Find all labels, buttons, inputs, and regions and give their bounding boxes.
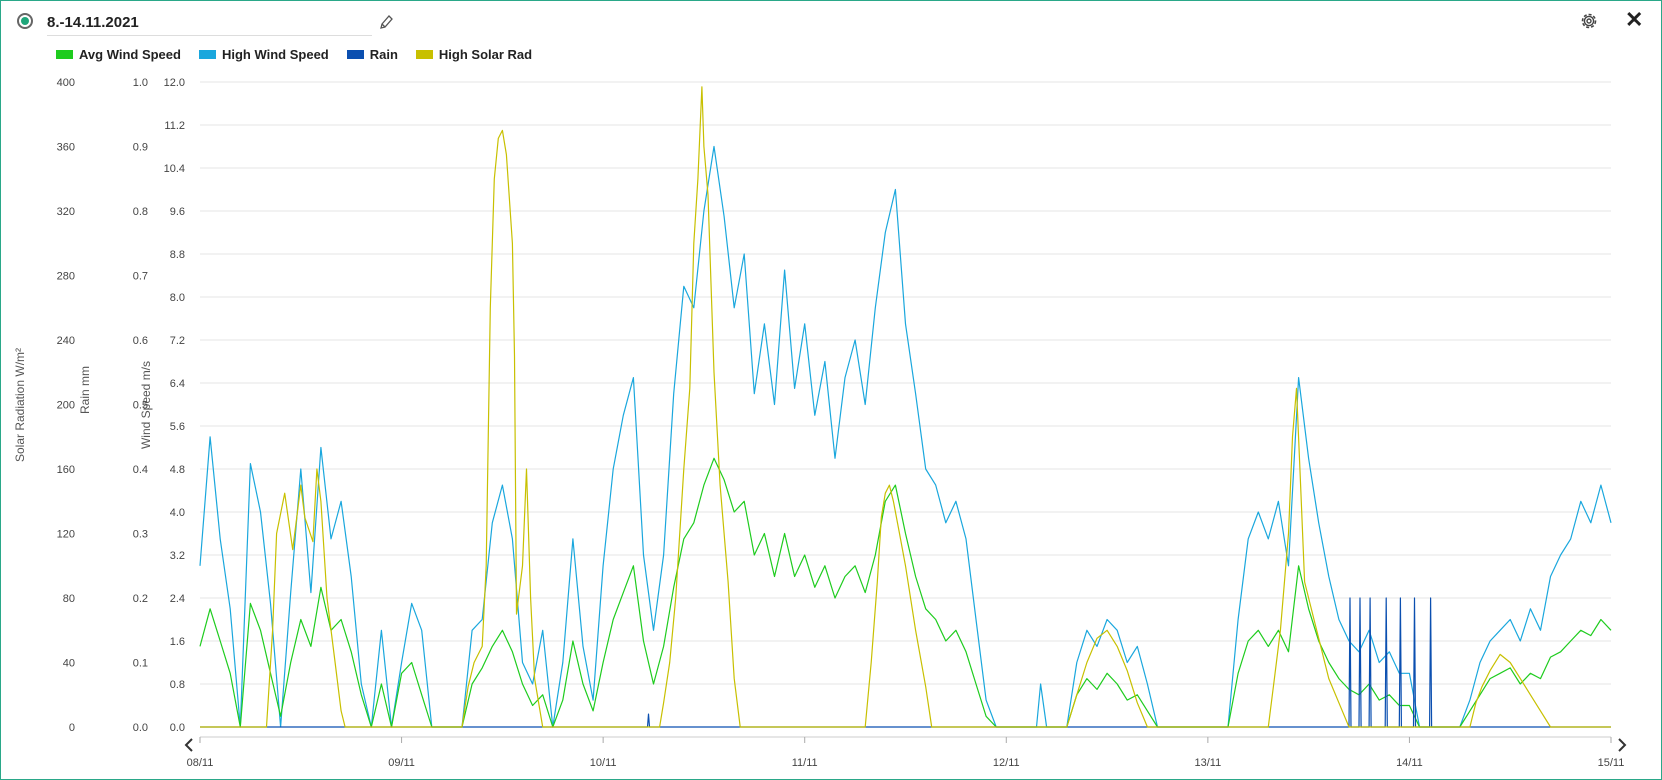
- rain-tick-label: 0.0: [133, 722, 148, 734]
- wind-tick-label: 9.6: [170, 206, 185, 218]
- solar-tick-label: 240: [57, 335, 75, 347]
- legend-label: Avg Wind Speed: [79, 47, 181, 62]
- solar-tick-label: 400: [57, 77, 75, 89]
- scroll-left-icon[interactable]: [184, 738, 193, 752]
- legend-swatch: [198, 50, 216, 59]
- wind-tick-label: 0.0: [170, 722, 185, 734]
- wind-axis-label: Wind Speed m/s: [139, 361, 153, 449]
- rain-tick-label: 0.1: [133, 658, 148, 670]
- solar-tick-label: 120: [57, 529, 75, 541]
- rain-tick-label: 0.8: [133, 206, 148, 218]
- grid-lines: [200, 81, 1611, 728]
- x-tick-label: 09/11: [388, 757, 415, 769]
- solar-tick-label: 320: [57, 206, 75, 218]
- chart-header: 8.-14.11.2021 ✕: [0, 0, 1662, 44]
- legend-swatch: [415, 50, 433, 59]
- wind-tick-label: 4.8: [170, 464, 185, 476]
- wind-tick-label: 4.0: [170, 507, 185, 519]
- legend-label: High Wind Speed: [221, 47, 329, 62]
- wind-tick-label: 6.4: [170, 378, 185, 390]
- pencil-icon[interactable]: [378, 14, 394, 32]
- solar-axis: 0 40 80 120 160 200 240 280 320 360 400: [57, 77, 75, 734]
- legend-item-avg-wind[interactable]: Avg Wind Speed: [56, 47, 181, 62]
- scroll-right-icon[interactable]: [1618, 738, 1627, 752]
- legend-item-high-wind[interactable]: High Wind Speed: [198, 47, 329, 62]
- rain-tick-label: 0.3: [133, 529, 148, 541]
- rain-tick-label: 0.4: [133, 464, 148, 476]
- solar-tick-label: 0: [69, 722, 75, 734]
- wind-tick-label: 8.8: [170, 249, 185, 261]
- series-layer: [199, 86, 1612, 728]
- solar-axis-label: Solar Radiation W/m²: [13, 348, 27, 462]
- legend-item-solar[interactable]: High Solar Rad: [415, 47, 533, 62]
- gear-icon[interactable]: [1579, 11, 1599, 31]
- wind-tick-label: 8.0: [170, 292, 185, 304]
- rain-tick-label: 0.7: [133, 271, 148, 283]
- solar-tick-label: 80: [63, 593, 75, 605]
- wind-tick-label: 3.2: [170, 550, 185, 562]
- legend-label: High Solar Rad: [438, 47, 533, 62]
- x-tick-label: 15/11: [1598, 757, 1625, 769]
- legend-item-rain[interactable]: Rain: [346, 47, 398, 62]
- rain-tick-label: 0.9: [133, 142, 148, 154]
- wind-tick-label: 11.2: [164, 120, 185, 132]
- solar-tick-label: 200: [57, 400, 75, 412]
- wind-tick-label: 5.6: [170, 421, 185, 433]
- x-tick-label: 08/11: [187, 757, 214, 769]
- x-tick-label: 12/11: [993, 757, 1020, 769]
- date-range-title: 8.-14.11.2021: [47, 14, 139, 31]
- rain-tick-label: 0.2: [133, 593, 148, 605]
- wind-tick-label: 7.2: [170, 335, 185, 347]
- rain-tick-label: 0.6: [133, 335, 148, 347]
- wind-tick-label: 2.4: [170, 593, 185, 605]
- radio-dot-icon: [21, 17, 29, 25]
- x-axis: 08/11 09/11 10/11 11/11 12/11 13/11 14/11 15/11: [187, 736, 1625, 769]
- rain-tick-label: 0.5: [133, 400, 148, 412]
- legend-label: Rain: [369, 47, 398, 62]
- title-underline: [47, 35, 372, 36]
- rain-tick-label: 1.0: [133, 77, 148, 89]
- solar-tick-label: 160: [57, 464, 75, 476]
- solar-tick-label: 40: [63, 658, 75, 670]
- avg-wind-series: [199, 457, 1612, 728]
- legend-swatch: [56, 50, 73, 59]
- wind-tick-label: 1.6: [170, 636, 185, 648]
- series-selector-radio[interactable]: [17, 13, 33, 29]
- close-icon[interactable]: ✕: [1625, 7, 1644, 32]
- legend-swatch: [346, 50, 364, 59]
- high-wind-series: [199, 145, 1612, 728]
- wind-axis: 0.0 0.8 1.6 2.4 3.2 4.0 4.8 5.6 6.4 7.2 8.0 8.8 9.6 1…: [164, 77, 185, 734]
- x-tick-label: 10/11: [590, 757, 617, 769]
- chart-legend: Avg Wind Speed High Wind Speed Rain High…: [56, 47, 532, 62]
- x-tick-label: 13/11: [1194, 757, 1221, 769]
- solar-tick-label: 280: [57, 271, 75, 283]
- x-tick-label: 11/11: [792, 757, 818, 769]
- solar-series: [200, 86, 1611, 728]
- solar-tick-label: 360: [57, 142, 75, 154]
- wind-tick-label: 12.0: [164, 77, 185, 89]
- wind-tick-label: 10.4: [164, 163, 185, 175]
- x-tick-label: 14/11: [1396, 757, 1423, 769]
- rain-axis: 0.0 0.1 0.2 0.3 0.4 0.5 0.6 0.7 0.8 0.9 1.0: [133, 77, 148, 734]
- wind-tick-label: 0.8: [170, 679, 185, 691]
- rain-axis-label: Rain mm: [78, 366, 92, 414]
